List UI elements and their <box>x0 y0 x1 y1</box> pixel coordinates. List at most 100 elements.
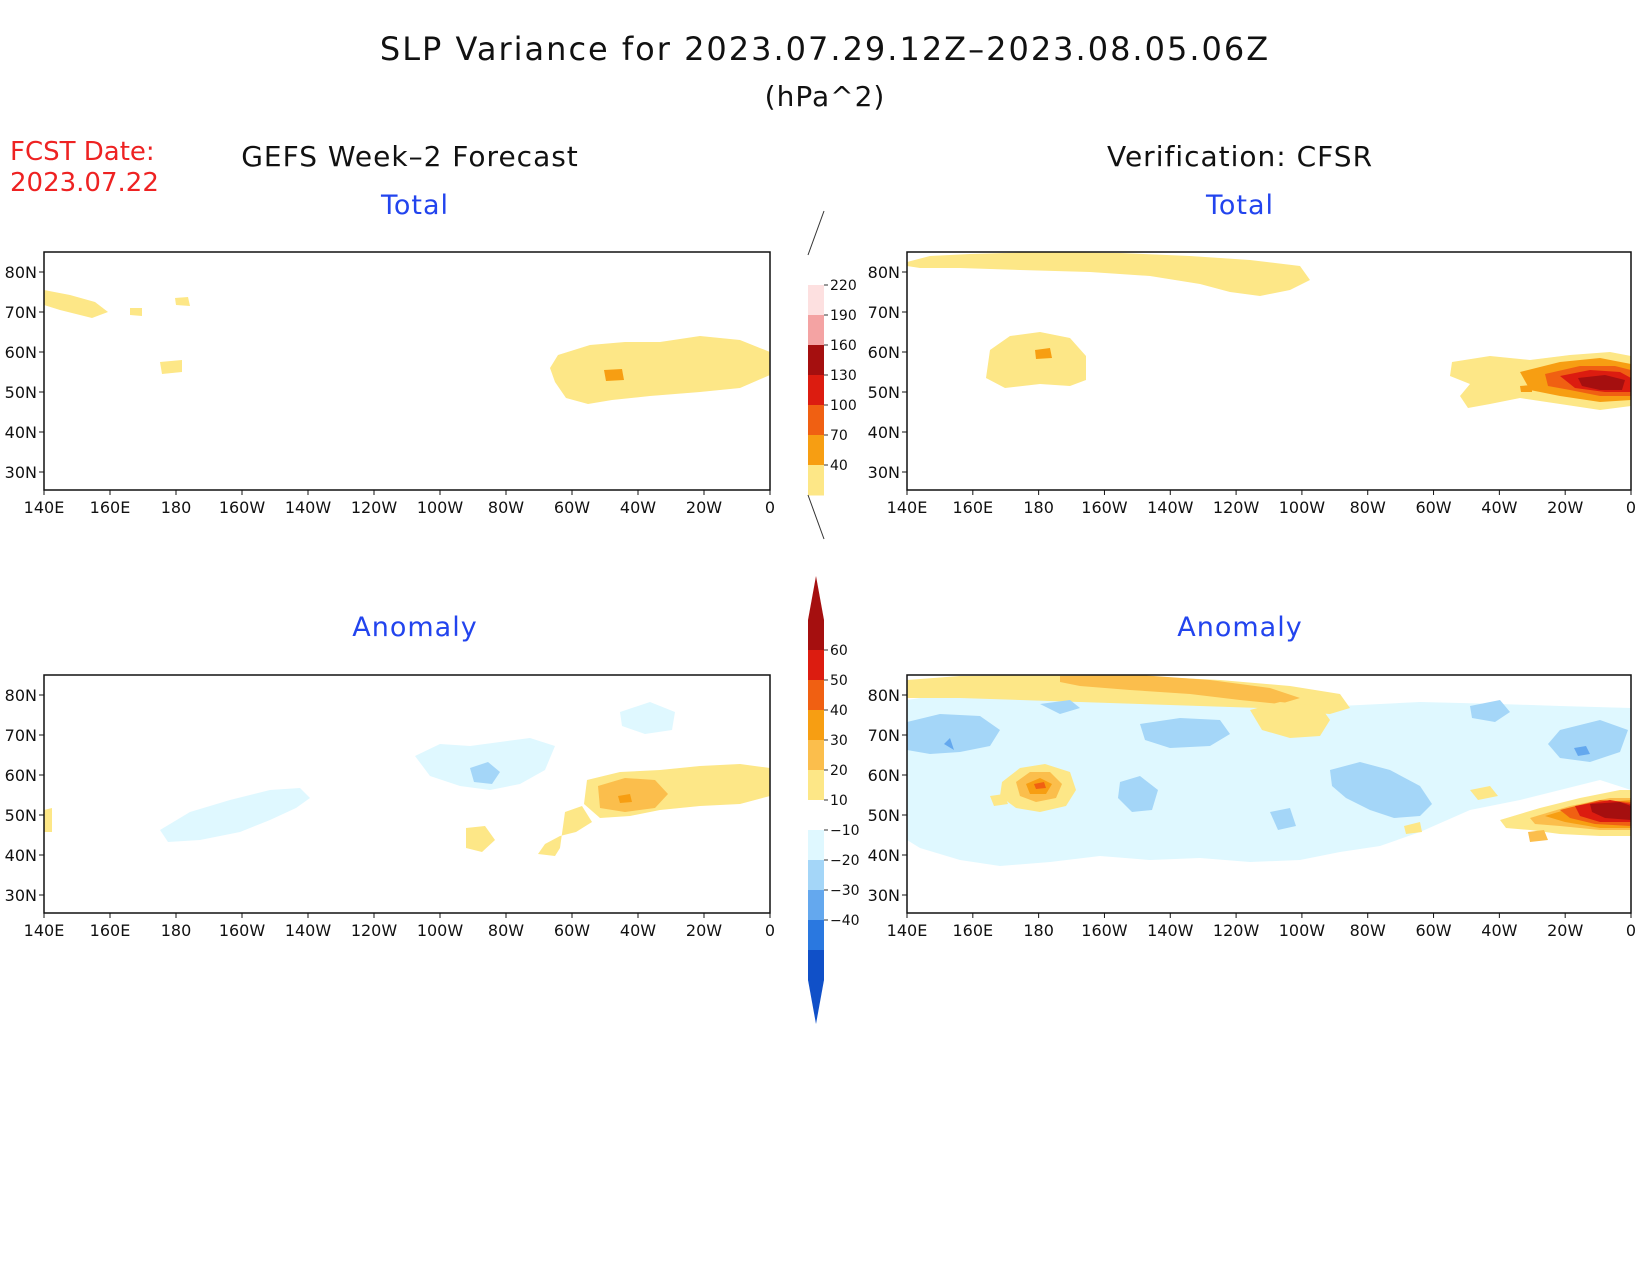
verification-anomaly-lat-label: 70N <box>868 726 900 745</box>
cb-total-label: 220 <box>830 278 857 294</box>
cb-total-segment <box>808 405 824 436</box>
cb-total-label: 100 <box>830 398 857 414</box>
cb-anom-label: 10 <box>830 793 848 809</box>
forecast-total-lon-label: 60W <box>554 498 590 517</box>
verification-total-lat-label: 30N <box>868 463 900 482</box>
forecast-column-heading: GEFS Week–2 Forecast <box>241 140 579 173</box>
cb-anom-label: 30 <box>830 733 848 749</box>
forecast-anomaly-shading <box>44 702 770 856</box>
forecast-anomaly-lat-label: 60N <box>5 766 37 785</box>
verification-total-lon-label: 160W <box>1081 498 1128 517</box>
verification-anomaly-lon-label: 40W <box>1481 921 1517 940</box>
verification-anomaly-lon-label: 140W <box>1147 921 1194 940</box>
forecast-anomaly-lon-label: 80W <box>488 921 524 940</box>
verification-total-lon-label: 140W <box>1147 498 1194 517</box>
verification-total-lon-label: 0 <box>1626 498 1636 517</box>
forecast-anomaly-lon-label: 20W <box>686 921 722 940</box>
forecast-total-lon-label: 160E <box>90 498 131 517</box>
verification-total-lon-label: 120W <box>1213 498 1260 517</box>
cb-anom-segment <box>808 860 824 891</box>
cb-total-label: 160 <box>830 338 857 354</box>
anomaly-colorbar: 60 50 40 30 20 10 −10 −20 −30 −40 <box>808 576 860 1024</box>
forecast-total-shading <box>44 290 770 404</box>
forecast-total-frame <box>43 251 771 491</box>
main-title: SLP Variance for 2023.07.29.12Z–2023.08.… <box>379 30 1271 68</box>
fcst-date-label: FCST Date: <box>10 137 155 167</box>
cb-anom-segment <box>808 740 824 771</box>
cb-anom-segment <box>808 890 824 921</box>
verification-anomaly-lon-label: 120W <box>1213 921 1260 940</box>
cb-anom-segment <box>808 830 824 861</box>
cb-total-segment <box>808 375 824 406</box>
forecast-anomaly-lon-label: 40W <box>620 921 656 940</box>
forecast-total-lat-label: 50N <box>5 383 37 402</box>
cb-anom-segment <box>808 710 824 741</box>
cb-anom-segment <box>808 650 824 681</box>
cb-anom-label: −20 <box>830 853 860 869</box>
cb-total-segment <box>808 255 824 286</box>
forecast-total-lon-label: 120W <box>351 498 398 517</box>
cb-anom-top-extension <box>808 576 824 620</box>
verification-total-title: Total <box>1205 190 1275 221</box>
verification-total-lon-label: 80W <box>1350 498 1386 517</box>
forecast-anomaly-lat-label: 50N <box>5 806 37 825</box>
cb-anom-label: 50 <box>830 673 848 689</box>
verification-total-lat-label: 40N <box>868 423 900 442</box>
forecast-anomaly-lon-label: 140W <box>285 921 332 940</box>
forecast-anomaly-lon-label: 140E <box>24 921 65 940</box>
forecast-anomaly-lat-label: 80N <box>5 686 37 705</box>
forecast-anomaly-lon-label: 160E <box>90 921 131 940</box>
cb-anom-segment <box>808 680 824 711</box>
verification-anomaly-lat-label: 50N <box>868 806 900 825</box>
forecast-anomaly-lat-label: 40N <box>5 846 37 865</box>
forecast-total-lon-label: 100W <box>417 498 464 517</box>
verification-anomaly-lon-label: 80W <box>1350 921 1386 940</box>
verification-total-lon-label: 140E <box>887 498 928 517</box>
verification-total-shading <box>907 252 1631 410</box>
forecast-anomaly-lon-label: 180 <box>161 921 192 940</box>
forecast-anomaly-lon-label: 0 <box>765 921 775 940</box>
forecast-anomaly-lat-label: 30N <box>5 886 37 905</box>
verification-total-lon-label: 20W <box>1547 498 1583 517</box>
cb-anom-segment <box>808 920 824 951</box>
cb-anom-label: 40 <box>830 703 848 719</box>
verification-total-lon-label: 40W <box>1481 498 1517 517</box>
forecast-total-lat-label: 70N <box>5 303 37 322</box>
forecast-anomaly-lon-label: 160W <box>219 921 266 940</box>
forecast-total-lat-label: 60N <box>5 343 37 362</box>
cb-total-segment <box>808 465 824 496</box>
cb-anom-bottom-extension <box>808 980 824 1024</box>
verification-anomaly-lon-label: 100W <box>1279 921 1326 940</box>
verification-anomaly-lat-label: 60N <box>868 766 900 785</box>
forecast-total-lon-label: 20W <box>686 498 722 517</box>
verification-column-heading: Verification: CFSR <box>1106 140 1374 173</box>
verification-anomaly-lon-label: 160E <box>952 921 993 940</box>
axis-labels: 140E 160E 180 160W 140W 120W 100W 80W 60W 40W 20W 0… <box>5 263 1636 940</box>
verification-anomaly-shading <box>907 675 1631 866</box>
cb-total-segment <box>808 345 824 376</box>
cb-total-label: 70 <box>830 428 848 444</box>
cb-anom-label: −40 <box>830 913 860 929</box>
verification-anomaly-lat-label: 30N <box>868 886 900 905</box>
fcst-date-value: 2023.07.22 <box>10 168 159 198</box>
cb-anom-label: 20 <box>830 763 848 779</box>
cb-total-segment <box>808 315 824 346</box>
cb-anom-segment <box>808 770 824 801</box>
forecast-total-lat-label: 30N <box>5 463 37 482</box>
verification-anomaly-lon-label: 140E <box>887 921 928 940</box>
forecast-total-lon-label: 180 <box>161 498 192 517</box>
cb-anom-label: −30 <box>830 883 860 899</box>
verification-anomaly-frame <box>906 674 1632 914</box>
cb-total-label: 130 <box>830 368 857 384</box>
cb-anom-label: −10 <box>830 823 860 839</box>
verification-total-lat-label: 70N <box>868 303 900 322</box>
cb-total-label: 190 <box>830 308 857 324</box>
verification-total-lon-label: 60W <box>1415 498 1451 517</box>
verification-total-lon-label: 160E <box>952 498 993 517</box>
verification-total-lat-label: 80N <box>868 263 900 282</box>
forecast-anomaly-lon-label: 60W <box>554 921 590 940</box>
forecast-total-lat-label: 80N <box>5 263 37 282</box>
verification-total-frame <box>906 251 1632 491</box>
forecast-total-lon-label: 140W <box>285 498 332 517</box>
